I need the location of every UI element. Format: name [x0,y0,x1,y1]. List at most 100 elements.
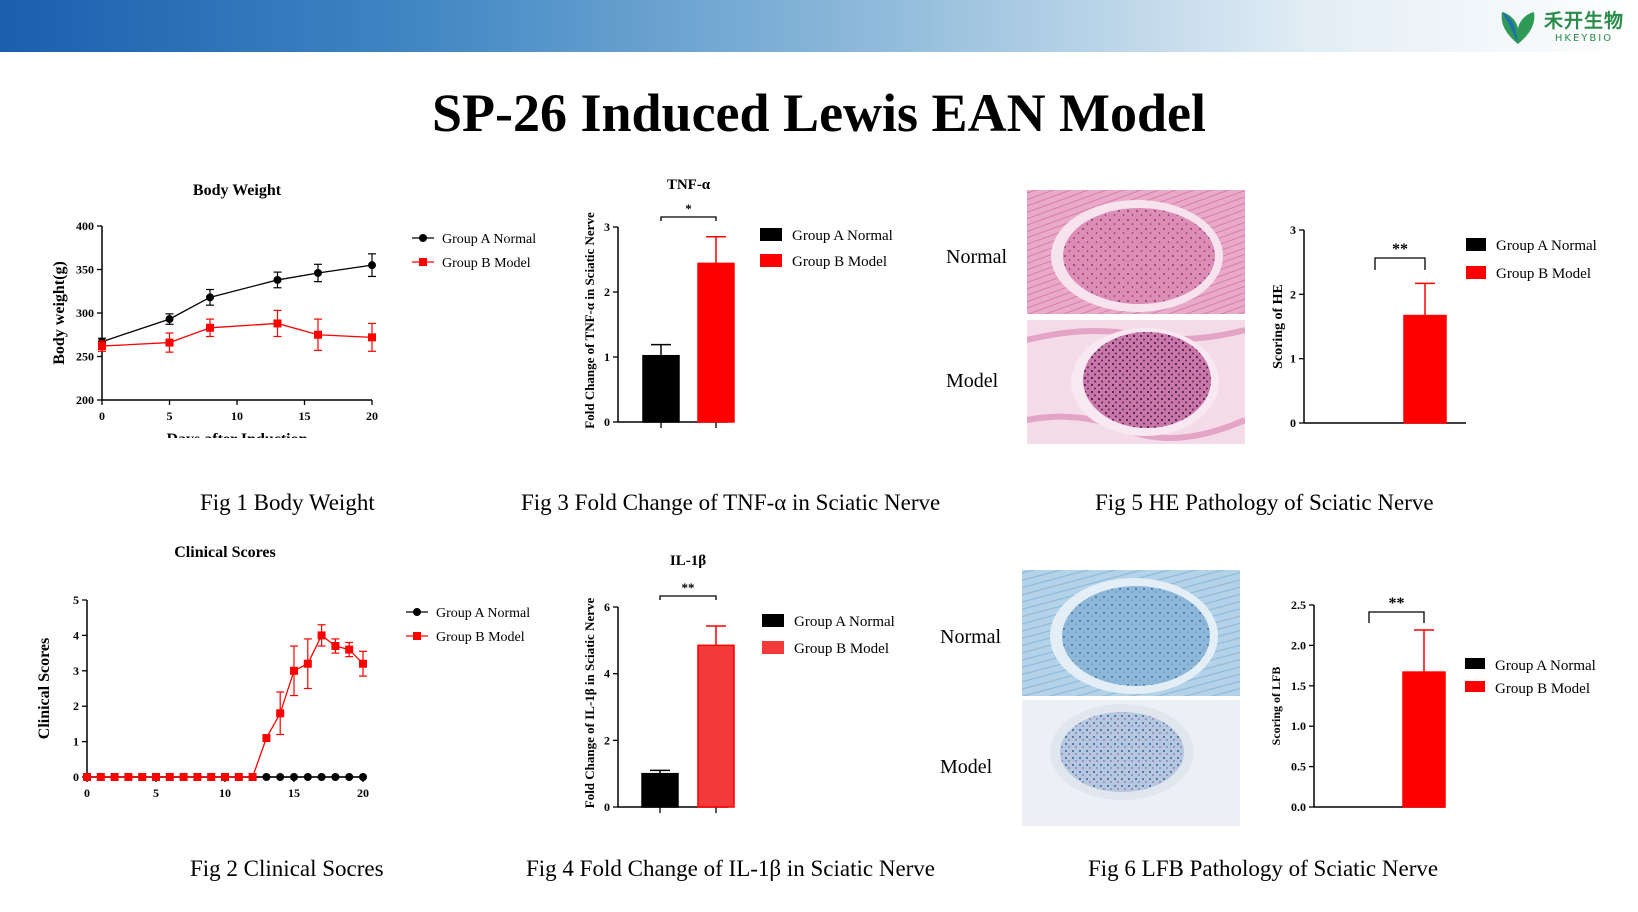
bar [1403,314,1447,424]
leaf-logo-icon [1501,12,1535,44]
y-tick-label: 0 [604,415,610,429]
legend-label: Group A Normal [436,606,530,621]
data-point [273,275,282,284]
legend-marker [413,632,421,640]
data-point [331,773,340,781]
fig5-model-label: Model [946,370,999,392]
x-tick-label: 0 [99,409,105,423]
bar [641,772,679,808]
series-line [87,634,364,778]
y-axis-label: Scoring of HE [1271,284,1286,369]
legend-swatch [762,641,784,654]
legend-label: Group A Normal [1496,238,1597,254]
page-title: SP-26 Induced Lewis EAN Model [431,83,1207,143]
legend-label: Group A Normal [442,232,536,247]
y-tick-label: 350 [76,263,94,277]
y-axis-label: Fold Change of TNF-α in Sciatic Nerve [582,212,597,429]
y-axis-label: Clinical Scores [36,638,53,739]
data-point [345,645,354,654]
body-weight-chart: Body Weight 200 250 300 350 400 0 5 10 15 20 Days a… [51,182,536,438]
fig1-caption: Fig 1 Body Weight [200,490,375,515]
legend-marker [419,234,427,242]
fig4-caption: Fig 4 Fold Change of IL-1β in Sciatic Ne… [526,856,936,881]
bar [697,262,735,423]
significance-marker: ** [1392,241,1408,258]
legend-label: Group B Model [1496,266,1591,282]
x-tick-label: 20 [366,409,378,423]
y-tick-label: 2 [73,699,79,713]
series-line [101,264,373,343]
data-point [152,773,160,781]
fig5-normal-label: Normal [946,246,1008,268]
y-tick-label: 4 [604,667,610,681]
header-banner: 禾开生物 HKEYBIO [0,0,1638,52]
data-point [273,319,282,328]
legend-label: Group B Model [436,630,525,645]
clinical-scores-chart: Clinical Scores01234505101520Days after … [36,544,530,800]
data-point [290,773,298,781]
data-point [83,773,91,781]
x-axis-label: Days after Induction [166,431,307,438]
fig6-caption: Fig 6 LFB Pathology of Sciatic Nerve [1088,856,1439,881]
legend-swatch [1465,681,1485,692]
legend-swatch [1466,238,1486,251]
data-point [314,330,322,339]
data-point [165,315,174,324]
tnf-alpha-chart: TNF-α 0 1 2 3 Fold Change of TNF-α in Sciatic… [582,177,893,429]
lfb-normal-histology-image [1022,570,1240,696]
chart-title: Clinical Scores [174,544,275,561]
data-point [262,734,271,743]
data-point [368,333,376,342]
y-axis-label: Body weight(g) [51,261,68,365]
data-point [96,773,105,781]
company-logo: 禾开生物 HKEYBIO [1496,2,1624,48]
y-tick-label: 4 [73,628,79,642]
y-tick-label: 3 [1290,223,1296,237]
data-point [124,773,133,781]
legend-label: Group B Model [1495,681,1590,697]
data-point [345,773,354,781]
y-tick-label: 6 [604,600,610,614]
legend-swatch [1466,266,1486,279]
x-tick-label: 10 [231,409,243,423]
y-tick-label: 400 [76,219,94,233]
y-tick-label: 200 [76,393,94,407]
data-point [359,659,367,668]
data-point [303,659,312,668]
y-tick-label: 5 [73,593,79,607]
x-tick-label: 15 [299,409,311,423]
series-line [101,322,373,347]
data-point [248,773,257,781]
chart-title: TNF-α [667,177,711,193]
data-point [276,773,285,781]
data-point [138,773,147,781]
y-axis-label: Fold Change of IL-1β in Sciatic Nerve [582,598,597,809]
he-normal-histology-image [1027,190,1245,314]
legend-swatch [1465,658,1485,669]
y-tick-label: 0.0 [1291,800,1306,814]
y-tick-label: 3 [73,664,79,678]
y-tick-label: 1.5 [1291,679,1306,693]
fig6-model-label: Model [940,756,993,778]
data-point [206,323,214,332]
y-tick-label: 2 [1290,287,1296,301]
data-point [276,709,285,718]
legend-label: Group A Normal [794,614,895,630]
logo-chinese-name: 禾开生物 [1543,10,1624,32]
data-point [193,773,202,781]
y-tick-label: 300 [76,306,94,320]
logo-english-name: HKEYBIO [1554,33,1614,44]
y-tick-label: 1 [73,735,79,749]
legend-swatch [762,614,784,627]
il-1beta-chart: IL-1β 0 2 4 6 Fold Change of IL-1β in Sciatic… [582,553,895,814]
significance-bracket [1374,257,1426,270]
data-point [234,773,243,781]
lfb-score-chart: 0.0 0.5 1.0 1.5 2.0 2.5 Scoring of LFB Group A … [1269,595,1596,814]
x-tick-label: 10 [219,786,231,800]
he-model-histology-image [1027,320,1245,444]
y-tick-label: 2.5 [1291,598,1306,612]
legend-label: Group A Normal [1495,658,1596,674]
data-point [290,666,298,675]
significance-bracket [660,216,717,221]
y-tick-label: 2 [604,733,610,747]
